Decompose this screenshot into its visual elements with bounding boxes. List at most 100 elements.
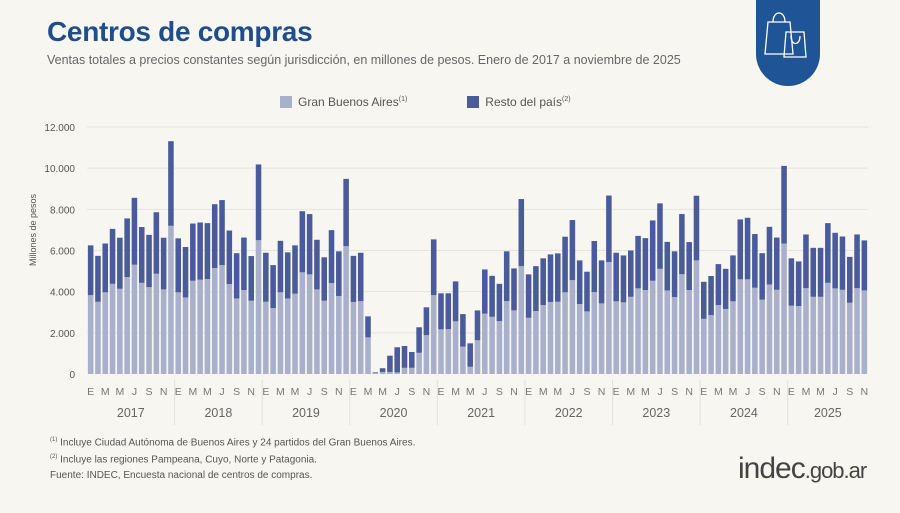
bar-gba (102, 292, 109, 374)
bar-resto (810, 247, 817, 297)
x-month-label: E (350, 386, 357, 398)
bar-gba (525, 317, 532, 374)
bar-gba (277, 292, 284, 374)
bar-gba (299, 272, 306, 374)
bar-resto (503, 251, 510, 302)
x-month-label: E (262, 386, 269, 398)
bar-resto (861, 240, 868, 291)
x-month-label: M (364, 386, 373, 398)
bar-resto (693, 195, 700, 261)
bar-gba (576, 304, 583, 374)
bar-gba (803, 288, 809, 374)
bar-resto (416, 327, 422, 353)
bar-resto (146, 234, 152, 288)
bar-gba (846, 302, 853, 374)
x-month-label: M (816, 386, 825, 398)
bar-gba (438, 329, 444, 374)
bar-gba (533, 311, 539, 374)
bar-gba (817, 296, 824, 374)
footnote-1: (1) Incluye Ciudad Autónoma de Buenos Ai… (50, 437, 416, 449)
x-month-label: J (657, 386, 662, 398)
bar-resto (226, 230, 233, 285)
x-month-label: S (583, 386, 590, 398)
y-tick-label: 0 (69, 370, 75, 381)
bar-resto (423, 307, 430, 336)
legend-swatch-gba (280, 96, 292, 108)
bar-gba (394, 372, 400, 374)
bar-resto (160, 237, 167, 290)
bar-resto (204, 223, 211, 280)
bar-gba (226, 284, 233, 374)
bar-gba (350, 301, 357, 374)
x-month-label: N (861, 386, 869, 398)
bar-gba (686, 290, 692, 374)
bar-resto (336, 251, 342, 296)
bar-resto (679, 214, 685, 275)
bar-resto (284, 252, 291, 299)
bar-gba (138, 282, 145, 374)
bar-resto (321, 257, 327, 301)
bar-resto (825, 223, 831, 283)
x-year-label: 2022 (555, 406, 583, 420)
y-tick-label: 6.000 (50, 247, 75, 258)
shopping-bags-icon (764, 12, 807, 58)
bar-resto (394, 347, 400, 373)
x-month-label: N (598, 386, 606, 398)
bar-resto (211, 204, 218, 268)
bar-resto (744, 217, 751, 280)
bar-resto (248, 256, 255, 301)
bar-gba (591, 292, 598, 374)
bar-gba (606, 262, 612, 374)
x-month-label: N (160, 386, 168, 398)
bar-resto (788, 258, 795, 306)
bar-gba (562, 292, 568, 374)
bar-gba (284, 298, 291, 374)
bar-resto (474, 310, 481, 341)
bar-gba (175, 292, 182, 374)
bar-resto (642, 238, 649, 291)
bar-gba (109, 283, 116, 374)
y-tick-label: 2.000 (50, 329, 75, 340)
bar-gba (598, 303, 605, 374)
bar-gba (700, 318, 707, 374)
bar-resto (649, 220, 656, 281)
bar-resto (175, 238, 182, 293)
bar-resto (854, 234, 860, 289)
bar-gba (182, 297, 189, 374)
bar-resto (591, 241, 598, 293)
bar-gba (555, 301, 561, 374)
bar-gba (95, 301, 101, 374)
bar-gba (423, 335, 430, 374)
x-month-label: S (146, 386, 153, 398)
bar-gba (788, 305, 795, 374)
shopping-bags-badge (756, 0, 820, 86)
bar-gba (263, 301, 269, 374)
x-month-label: M (466, 386, 475, 398)
x-month-label: J (307, 386, 312, 398)
bar-gba (854, 288, 860, 374)
bar-resto (445, 293, 452, 330)
x-month-label: S (759, 386, 766, 398)
x-month-label: J (219, 386, 224, 398)
x-year-label: 2017 (117, 406, 145, 420)
bar-gba (255, 240, 262, 374)
bar-gba (503, 301, 510, 374)
bar-resto (598, 260, 605, 304)
bar-resto (87, 245, 94, 296)
bar-gba (511, 310, 517, 374)
bar-resto (131, 197, 138, 265)
bar-gba (642, 290, 649, 374)
bar-resto (781, 165, 787, 244)
bar-resto (182, 247, 189, 298)
x-month-label: S (671, 386, 678, 398)
bar-resto (277, 240, 284, 293)
bar-resto (795, 261, 802, 307)
x-month-label: S (321, 386, 328, 398)
bar-resto (606, 195, 612, 263)
bar-gba (241, 290, 247, 374)
bar-resto (109, 228, 116, 284)
bar-gba (861, 290, 868, 374)
x-month-label: J (570, 386, 575, 398)
bar-resto (839, 236, 846, 290)
bar-gba (810, 296, 817, 374)
